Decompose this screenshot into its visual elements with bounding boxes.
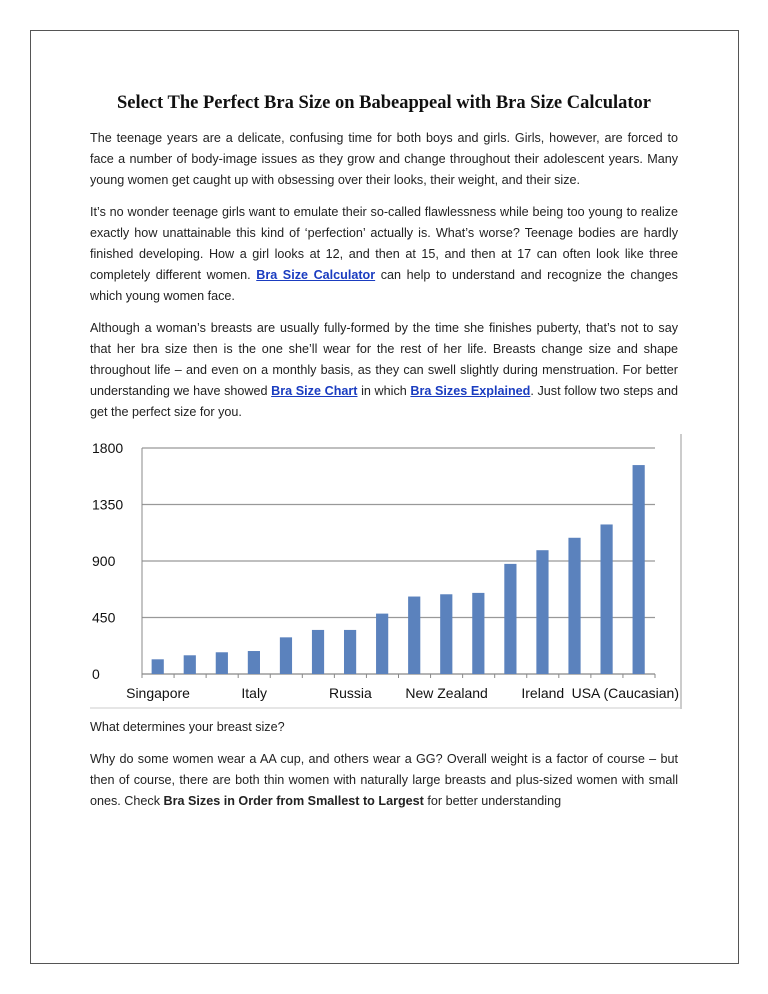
bra-sizes-explained-link[interactable]: Bra Sizes Explained — [410, 384, 531, 398]
document-body: Select The Perfect Bra Size on Babeappea… — [90, 90, 682, 823]
x-tick-label: Singapore — [126, 685, 190, 701]
bar — [376, 613, 389, 674]
bar — [215, 652, 228, 674]
bra-size-chart-link[interactable]: Bra Size Chart — [271, 384, 358, 398]
bar-chart: 0 450 900 1350 1800 Singapore Italy Russia New Z… — [90, 434, 682, 709]
bar — [343, 629, 357, 674]
x-tick-label: Russia — [329, 685, 372, 701]
x-tick-label: USA (Caucasian) — [572, 685, 679, 701]
text: Why do some women wear a AA cup, and oth… — [90, 752, 678, 808]
bra-size-calculator-link[interactable]: Bra Size Calculator — [256, 268, 376, 282]
bar — [311, 629, 325, 674]
bar — [536, 550, 549, 674]
paragraph-5: Why do some women wear a AA cup, and oth… — [90, 749, 678, 812]
bold-phrase: Bra Sizes in Order from Smallest to Larg… — [163, 794, 424, 808]
bar — [408, 596, 421, 674]
text: Although a woman’s breasts are usually f… — [90, 321, 678, 398]
bar — [600, 524, 613, 674]
bar — [472, 592, 485, 674]
text: can help to understand and recognize the… — [90, 268, 678, 303]
paragraph-3: Although a woman’s breasts are usually f… — [90, 318, 678, 423]
y-tick-label: 900 — [92, 553, 116, 569]
document-title: Select The Perfect Bra Size on Babeappea… — [116, 93, 652, 113]
text: for better understanding — [423, 794, 562, 808]
bar — [247, 651, 260, 674]
x-tick-label: New Zealand — [405, 685, 488, 701]
body-text-bottom: What determines your breast size? Why do… — [90, 717, 678, 812]
x-tick-label: Ireland — [521, 685, 564, 701]
paragraph-2: It’s no wonder teenage girls want to emu… — [90, 202, 678, 307]
bar — [504, 563, 517, 674]
body-text-top: The teenage years are a delicate, confus… — [90, 128, 678, 423]
y-tick-label: 450 — [92, 610, 116, 626]
text: . Just follow two steps and get the perf… — [90, 384, 678, 419]
bar — [183, 655, 196, 674]
bar — [568, 537, 581, 674]
paragraph-1: The teenage years are a delicate, confus… — [90, 131, 678, 187]
bar — [440, 594, 453, 674]
y-tick-label: 0 — [92, 666, 100, 682]
paragraph-4: What determines your breast size? — [90, 720, 285, 734]
page-border — [30, 30, 739, 964]
bar — [632, 465, 645, 674]
y-tick-label: 1800 — [92, 440, 123, 456]
x-tick-label: Italy — [241, 685, 267, 701]
text: It’s no wonder teenage girls want to emu… — [90, 205, 678, 282]
bar — [151, 659, 164, 674]
y-tick-label: 1350 — [92, 497, 123, 513]
bar — [279, 637, 293, 674]
text: in which — [357, 384, 411, 398]
